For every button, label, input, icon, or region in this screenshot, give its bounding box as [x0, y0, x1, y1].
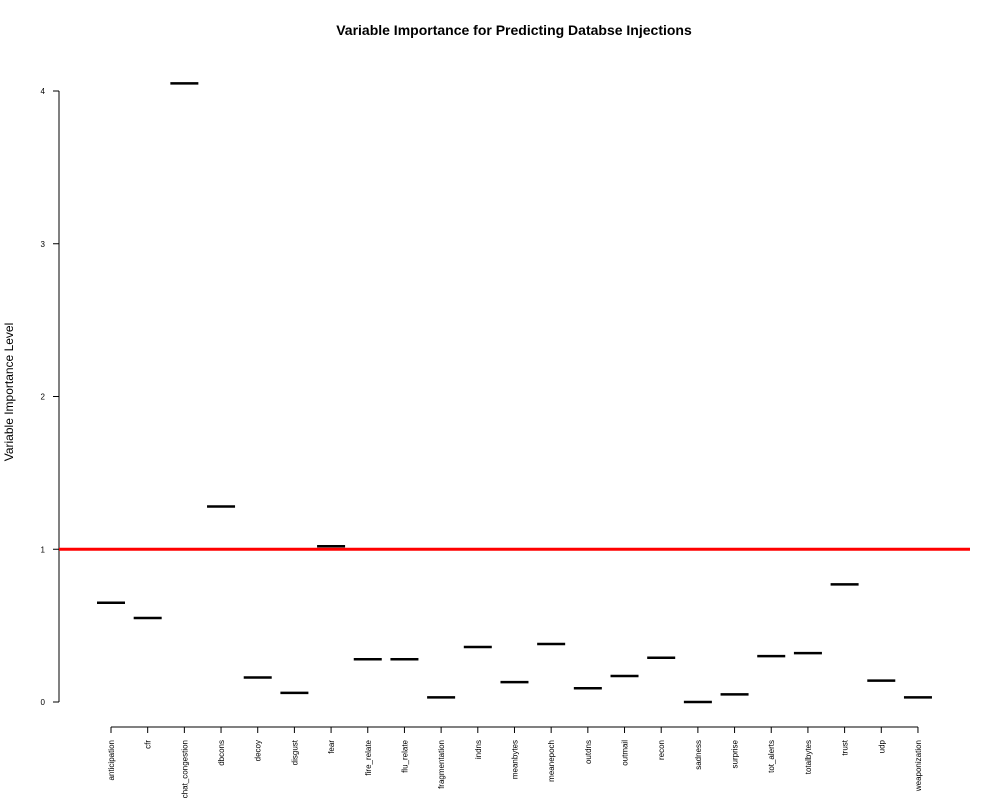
- x-axis: anticipation cfr chat_congestion dbcons deco…: [107, 726, 923, 798]
- x-tick-label: outmail: [621, 740, 630, 766]
- x-tick-label: fire_relate: [364, 739, 373, 775]
- y-tick-label: 2: [41, 393, 46, 402]
- x-tick-label: disgust: [290, 739, 299, 765]
- x-tick-label: dbcons: [217, 740, 226, 766]
- y-tick-label: 4: [41, 87, 46, 96]
- x-tick-label: chat_congestion: [180, 740, 189, 798]
- x-tick-label: meanbytes: [510, 740, 519, 779]
- x-tick-label: udp: [877, 739, 886, 753]
- y-tick-label: 0: [41, 698, 46, 707]
- x-tick-label: tot_alerts: [767, 740, 776, 773]
- x-tick-label: fragmentation: [437, 740, 446, 789]
- x-tick-label: totalbytes: [804, 740, 813, 774]
- x-tick-label: meanepoch: [547, 740, 556, 782]
- y-axis: 0 1 2 3 4: [41, 87, 60, 707]
- y-axis-label: Variable Importance Level: [2, 323, 16, 462]
- x-tick-label: weaponization: [914, 740, 923, 792]
- x-tick-label: cfr: [144, 740, 153, 749]
- value-marks: [97, 82, 932, 704]
- x-tick-label: anticipation: [107, 740, 116, 780]
- x-tick-label: recon: [657, 740, 666, 760]
- x-tick-label: outdns: [584, 740, 593, 764]
- x-tick-label: surprise: [731, 739, 740, 768]
- x-tick-label: flu_relate: [400, 739, 409, 772]
- x-tick-label: indns: [474, 740, 483, 759]
- x-tick-label: trust: [841, 739, 850, 755]
- x-tick-label: decoy: [254, 740, 263, 761]
- chart-title: Variable Importance for Predicting Datab…: [336, 22, 692, 38]
- y-tick-label: 1: [41, 545, 46, 554]
- y-tick-label: 3: [41, 240, 46, 249]
- x-tick-label: sadness: [694, 740, 703, 770]
- x-tick-label: fear: [327, 740, 336, 754]
